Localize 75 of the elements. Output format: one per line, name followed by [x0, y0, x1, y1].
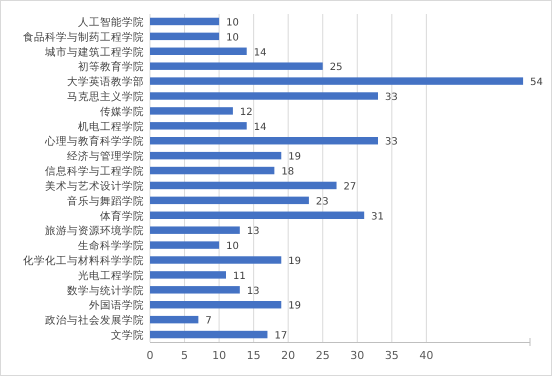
bar: [150, 18, 220, 26]
data-label: 13: [246, 226, 260, 238]
data-label: 14: [254, 122, 266, 133]
bar: [150, 152, 282, 160]
bar: [150, 301, 282, 308]
bar: [150, 241, 220, 249]
bar: [150, 32, 220, 40]
y-tick-label: 食品科学与制药工程学院: [23, 30, 144, 44]
y-tick-label: 政治与社会发展学院: [45, 314, 144, 327]
y-tick-label: 外国语学院: [89, 298, 144, 312]
bar: [150, 182, 337, 190]
bar: [150, 77, 524, 85]
y-tick-label: 化学化工与材料科学学院: [23, 254, 144, 267]
bar: [150, 62, 323, 70]
data-label: 33: [385, 136, 398, 148]
y-tick-label: 经济与管理学院: [67, 150, 144, 163]
x-tick-label: 5: [181, 349, 188, 362]
bar: [150, 271, 226, 279]
y-tick-label: 光电工程学院: [78, 268, 144, 282]
bar: [150, 92, 378, 100]
data-label: 27: [344, 181, 356, 192]
y-tick-label: 生命科学学院: [78, 239, 144, 252]
y-tick-label: 心理与教育科学学院: [44, 134, 144, 148]
y-tick-label: 文学院: [111, 328, 144, 342]
data-label: 25: [330, 62, 342, 74]
data-label: 31: [371, 211, 384, 222]
x-tick-label: 20: [281, 349, 296, 362]
x-tick-label: 30: [350, 349, 364, 362]
data-label: 33: [385, 92, 398, 103]
data-label: 12: [240, 106, 253, 118]
bar: [150, 48, 247, 55]
data-label: 10: [226, 32, 239, 44]
y-tick-label: 大学英语教学部: [67, 75, 144, 88]
bar: [150, 122, 247, 130]
data-label: 54: [530, 77, 543, 88]
x-tick-label: 15: [246, 349, 261, 362]
x-tick-label: 40: [419, 349, 434, 362]
bar: [150, 212, 364, 219]
y-tick-label: 数学与统计学院: [67, 284, 144, 297]
data-label: 23: [316, 196, 329, 208]
data-label: 19: [288, 300, 302, 312]
y-tick-label: 城市与建筑工程学院: [44, 45, 144, 58]
bar: [150, 286, 240, 294]
data-label: 19: [288, 152, 302, 163]
bar: [150, 226, 240, 234]
y-tick-label: 初等教育学院: [78, 60, 144, 74]
data-label: 17: [274, 330, 288, 342]
y-tick-label: 旅游与资源环境学院: [45, 224, 144, 238]
y-tick-label: 信息科学与工程学院: [45, 164, 144, 178]
bar: [150, 256, 282, 264]
y-tick-label: 机电工程学院: [78, 120, 144, 133]
bar: [150, 107, 233, 115]
data-label: 10: [226, 241, 239, 252]
data-label: 7: [205, 316, 212, 327]
y-tick-label: 传媒学院: [100, 104, 144, 118]
y-tick-label: 美术与艺术设计学院: [45, 179, 144, 192]
y-tick-label: 音乐与舞蹈学院: [67, 194, 144, 208]
data-label: 18: [281, 166, 294, 178]
bar: [150, 316, 198, 324]
bar: [150, 166, 274, 174]
y-tick-label: 马克思主义学院: [67, 90, 144, 103]
bar: [150, 330, 268, 338]
x-tick-label: 35: [384, 349, 399, 362]
y-tick-label: 体育学院: [100, 209, 144, 222]
x-tick-label: 10: [212, 349, 226, 362]
data-label: 19: [288, 256, 302, 267]
data-label: 13: [246, 286, 260, 297]
x-tick-label: 25: [316, 349, 330, 362]
data-label: 10: [226, 17, 239, 28]
bar: [150, 196, 309, 204]
bar: [150, 137, 378, 144]
x-tick-label: 0: [146, 349, 154, 362]
data-label: 11: [233, 270, 246, 282]
y-tick-label: 人工智能学院: [78, 15, 144, 28]
data-label: 14: [254, 47, 266, 58]
